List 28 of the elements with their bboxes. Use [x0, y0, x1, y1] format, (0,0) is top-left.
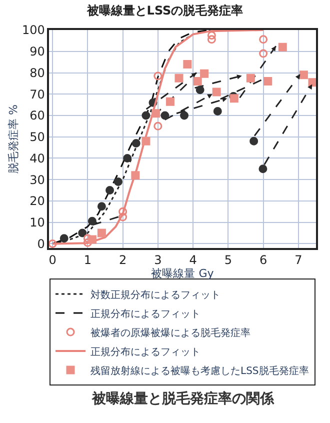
legend-label: 正規分布によるフィット — [90, 346, 200, 358]
y-tick-label: 0 — [37, 236, 45, 251]
legend-label: 対数正規分布によるフィット — [90, 288, 220, 301]
y-tick-label: 10 — [30, 216, 45, 230]
legend-label: 被爆者の原爆被爆による脱毛発症率 — [90, 326, 250, 339]
x-axis-title: 被曝線量 Gy — [151, 267, 214, 280]
y-tick-label: 60 — [30, 108, 45, 123]
x-tick-label: 2 — [118, 253, 127, 268]
y-tick-label: 90 — [30, 44, 45, 59]
legend-label: 正規分布によるフィット — [90, 308, 200, 320]
x-tick-label: 1 — [84, 253, 92, 268]
y-tick-label: 100 — [22, 23, 45, 38]
y-axis-title: 脱毛発症率 % — [7, 104, 20, 174]
y-tick-label: 70 — [30, 87, 45, 102]
y-tick-label: 80 — [30, 66, 45, 80]
text: 被曝線量と脱毛発症率の関係 — [91, 390, 275, 407]
x-tick-label: 7 — [294, 253, 302, 268]
x-tick-label: 6 — [259, 253, 268, 268]
y-tick-label: 50 — [30, 130, 45, 144]
x-tick-label: 4 — [189, 253, 197, 268]
legend-label: 残留放射線による被曝も考慮したLSS脱毛発症率 — [90, 364, 309, 377]
y-tick-label: 20 — [30, 194, 45, 208]
y-tick-label: 40 — [30, 151, 45, 166]
y-tick-label: 30 — [30, 172, 45, 187]
x-tick-label: 5 — [224, 253, 232, 268]
chart-title: 被曝線量とLSSの脱毛発症率 — [86, 4, 244, 18]
x-tick-label: 3 — [154, 253, 162, 268]
x-tick-label: 0 — [48, 253, 56, 268]
